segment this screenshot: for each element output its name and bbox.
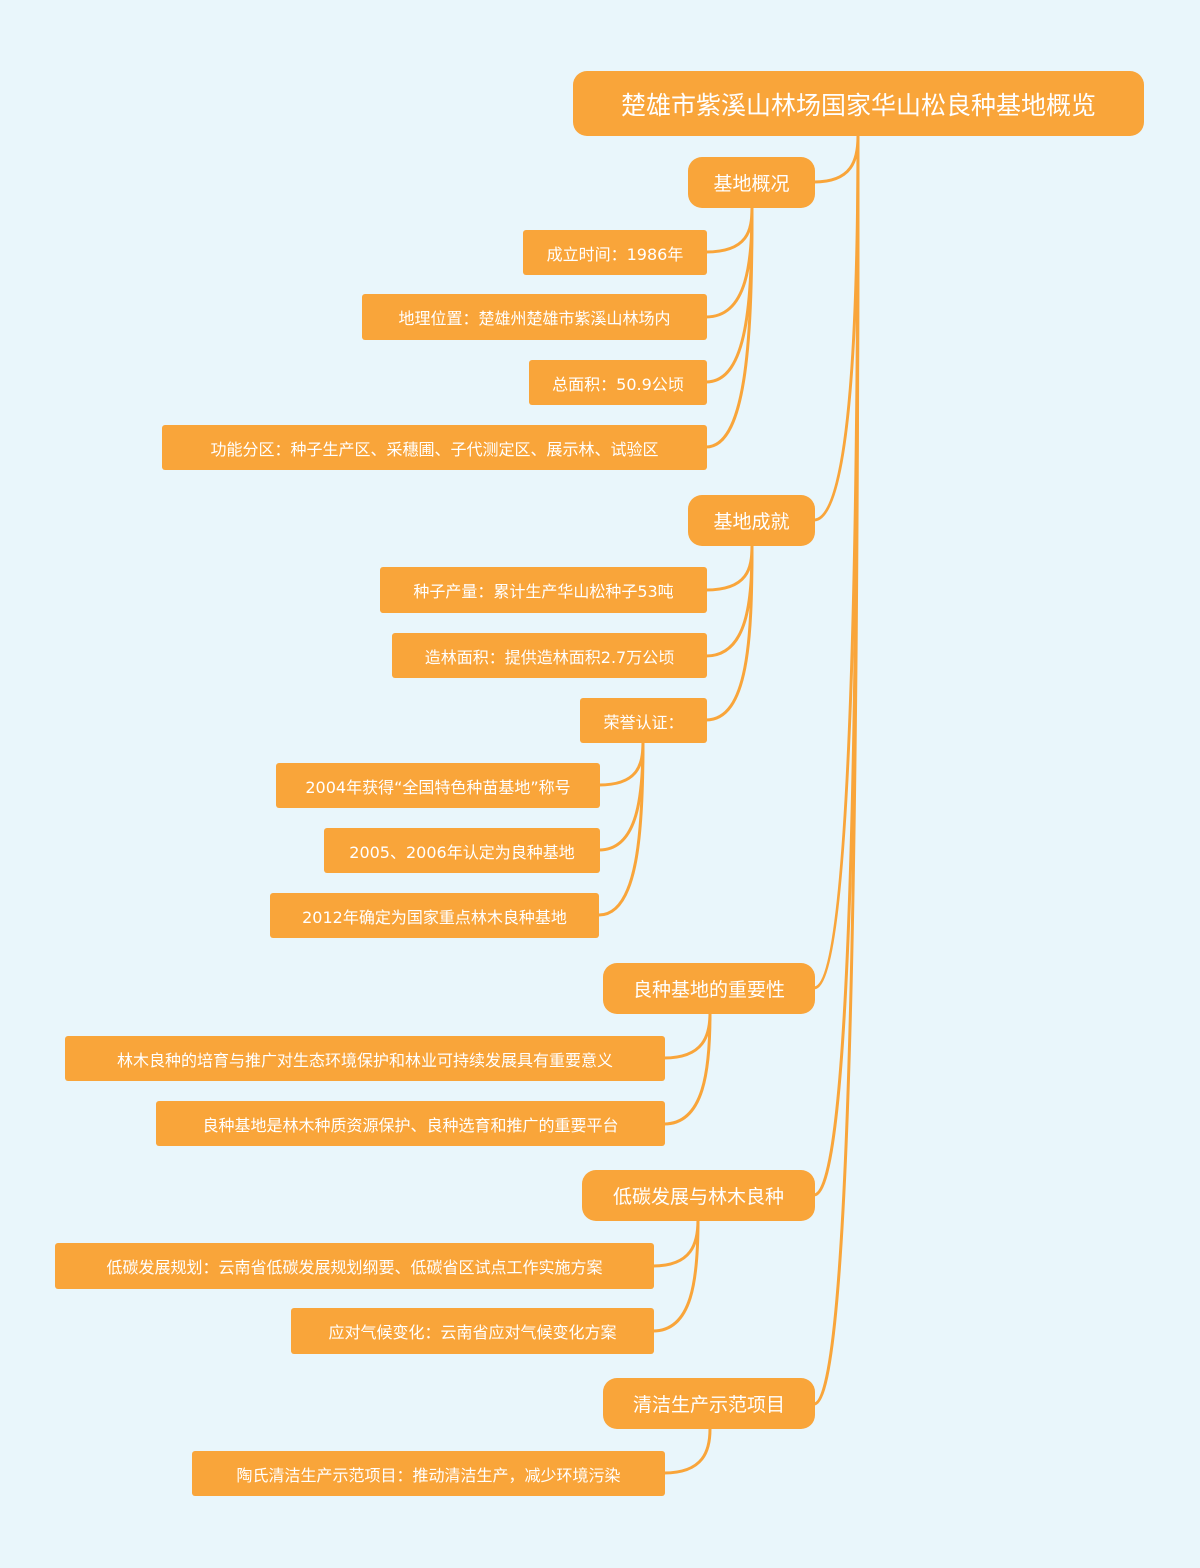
branch-node-achievements[interactable]: 基地成就 [688, 495, 815, 546]
branch-node-clean-production[interactable]: 清洁生产示范项目 [603, 1378, 815, 1429]
root-node[interactable]: 楚雄市紫溪山林场国家华山松良种基地概览 [573, 71, 1144, 136]
leaf-node-honor-2004[interactable]: 2004年获得“全国特色种苗基地”称号 [276, 763, 600, 808]
leaf-node-importance-1[interactable]: 林木良种的培育与推广对生态环境保护和林业可持续发展具有重要意义 [65, 1036, 665, 1081]
leaf-node-area[interactable]: 总面积：50.9公顷 [529, 360, 707, 405]
leaf-node-honor-2012[interactable]: 2012年确定为国家重点林木良种基地 [270, 893, 599, 938]
leaf-node-seed-output[interactable]: 种子产量：累计生产华山松种子53吨 [380, 567, 707, 613]
branch-node-overview[interactable]: 基地概况 [688, 157, 815, 208]
leaf-node-zones[interactable]: 功能分区：种子生产区、采穗圃、子代测定区、展示林、试验区 [162, 425, 707, 470]
leaf-node-honor-2005-2006[interactable]: 2005、2006年认定为良种基地 [324, 828, 600, 873]
leaf-node-afforestation[interactable]: 造林面积：提供造林面积2.7万公顷 [392, 633, 707, 678]
leaf-node-location[interactable]: 地理位置：楚雄州楚雄市紫溪山林场内 [362, 294, 707, 340]
leaf-node-founded[interactable]: 成立时间：1986年 [523, 230, 707, 275]
branch-node-importance[interactable]: 良种基地的重要性 [603, 963, 815, 1014]
leaf-node-honors[interactable]: 荣誉认证： [580, 698, 707, 743]
leaf-node-climate-plan[interactable]: 应对气候变化：云南省应对气候变化方案 [291, 1308, 654, 1354]
leaf-node-dow-project[interactable]: 陶氏清洁生产示范项目：推动清洁生产，减少环境污染 [192, 1451, 665, 1496]
leaf-node-low-carbon-plan[interactable]: 低碳发展规划：云南省低碳发展规划纲要、低碳省区试点工作实施方案 [55, 1243, 654, 1289]
branch-node-low-carbon[interactable]: 低碳发展与林木良种 [582, 1170, 815, 1221]
leaf-node-importance-2[interactable]: 良种基地是林木种质资源保护、良种选育和推广的重要平台 [156, 1101, 665, 1146]
